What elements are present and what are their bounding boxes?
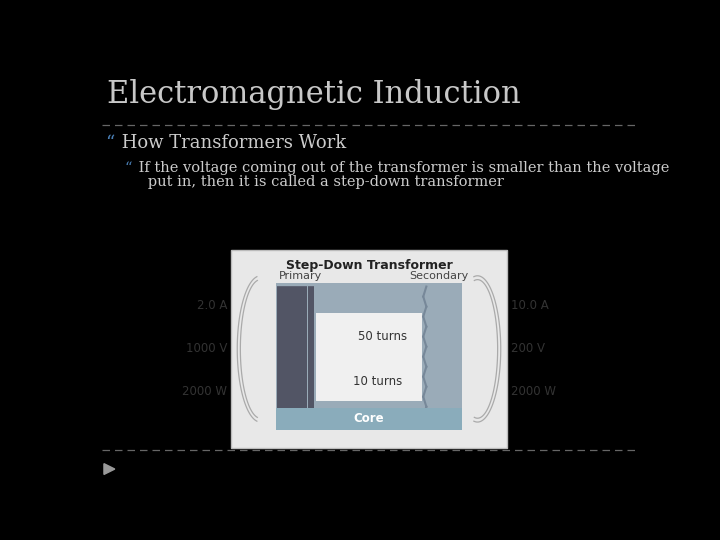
Text: 2000 W: 2000 W	[510, 385, 556, 398]
Text: If the voltage coming out of the transformer is smaller than the voltage: If the voltage coming out of the transfo…	[134, 161, 670, 175]
Text: put in, then it is called a step-down transformer: put in, then it is called a step-down tr…	[134, 175, 504, 189]
Text: Secondary: Secondary	[409, 271, 469, 281]
Text: How Transformers Work: How Transformers Work	[117, 134, 346, 152]
Text: Electromagnetic Induction: Electromagnetic Induction	[107, 79, 521, 110]
Text: 10.0 A: 10.0 A	[510, 299, 549, 312]
Text: 200 V: 200 V	[510, 342, 545, 355]
Text: Primary: Primary	[279, 271, 323, 281]
FancyBboxPatch shape	[276, 408, 462, 430]
Text: Core: Core	[354, 413, 384, 426]
Polygon shape	[104, 464, 114, 475]
Text: 1000 V: 1000 V	[186, 342, 228, 355]
FancyBboxPatch shape	[231, 249, 507, 448]
Text: Step-Down Transformer: Step-Down Transformer	[286, 259, 452, 272]
Text: “: “	[106, 134, 114, 152]
Text: 2000 W: 2000 W	[182, 385, 228, 398]
Text: “: “	[125, 161, 132, 175]
Text: 50 turns: 50 turns	[359, 330, 408, 343]
FancyBboxPatch shape	[316, 313, 422, 401]
Text: 10 turns: 10 turns	[354, 375, 402, 388]
Text: 2.0 A: 2.0 A	[197, 299, 228, 312]
FancyBboxPatch shape	[276, 284, 462, 430]
